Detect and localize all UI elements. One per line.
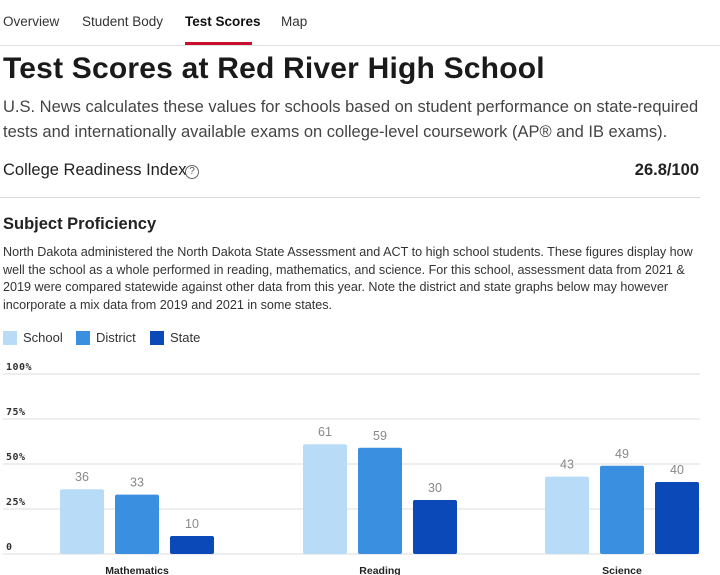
bar-district-reading	[358, 447, 402, 554]
bar-district-science	[600, 465, 644, 554]
y-tick-label: 25%	[6, 497, 26, 508]
bar-state-mathematics	[170, 536, 214, 554]
bar-school-mathematics	[60, 489, 104, 554]
tab-overview[interactable]: Overview	[3, 14, 60, 29]
category-label: Reading	[359, 565, 400, 575]
intro-text: U.S. News calculates these values for sc…	[3, 98, 699, 141]
legend-swatch-school	[3, 331, 17, 345]
legend-label-state: State	[170, 330, 201, 345]
chart-svg: 0 25% 50% 75% 100% 36 33 10 Mathematics 61 59 30 Rea…	[3, 362, 700, 575]
bar-value-label: 61	[318, 425, 332, 439]
bar-value-label: 59	[373, 429, 387, 443]
bar-value-label: 49	[615, 447, 629, 461]
bar-state-reading	[413, 500, 457, 554]
tab-test-scores[interactable]: Test Scores	[185, 14, 261, 29]
bar-value-label: 43	[560, 458, 574, 472]
bar-value-label: 10	[185, 517, 199, 531]
bar-district-mathematics	[115, 494, 159, 554]
college-readiness-row: College Readiness Index ? 26.8/100	[3, 161, 699, 185]
tab-student-body[interactable]: Student Body	[82, 14, 164, 29]
y-tick-label: 0	[6, 542, 13, 553]
tab-bar: Overview Student Body Test Scores Map	[0, 0, 720, 46]
page-title: Test Scores at Red River High School	[3, 52, 545, 85]
subject-proficiency-description: North Dakota administered the North Dako…	[3, 245, 693, 312]
question-circle-icon[interactable]: ?	[185, 165, 199, 179]
subject-proficiency-chart: 0 25% 50% 75% 100% 36 33 10 Mathematics 61 59 30 Rea…	[0, 360, 720, 575]
bar-state-science	[655, 482, 699, 554]
y-tick-label: 75%	[6, 407, 26, 418]
bar-value-label: 36	[75, 470, 89, 484]
bar-value-label: 40	[670, 463, 684, 477]
college-readiness-value: 26.8/100	[634, 161, 699, 179]
legend-label-district: District	[96, 330, 136, 345]
y-tick-label: 50%	[6, 452, 26, 463]
category-label: Mathematics	[105, 565, 169, 575]
y-tick-label: 100%	[6, 362, 32, 373]
legend-swatch-district	[76, 331, 90, 345]
section-divider	[0, 197, 700, 198]
active-tab-indicator	[185, 42, 252, 45]
legend-swatch-state	[150, 331, 164, 345]
bar-school-science	[545, 476, 589, 554]
legend-label-school: School	[23, 330, 63, 345]
bar-value-label: 33	[130, 476, 144, 490]
tab-map[interactable]: Map	[281, 14, 308, 29]
college-readiness-label: College Readiness Index	[3, 161, 187, 179]
category-label: Science	[602, 565, 642, 575]
subject-proficiency-title: Subject Proficiency	[3, 215, 157, 233]
bar-school-reading	[303, 444, 347, 554]
bar-value-label: 30	[428, 481, 442, 495]
